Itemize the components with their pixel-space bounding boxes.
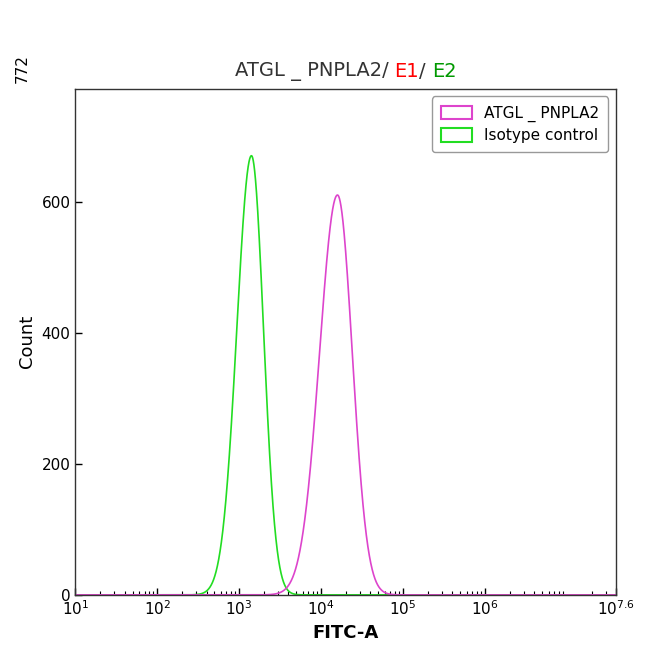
Legend: ATGL _ PNPLA2, Isotype control: ATGL _ PNPLA2, Isotype control — [432, 97, 608, 152]
Text: /: / — [419, 62, 432, 81]
Text: 772: 772 — [15, 55, 30, 83]
Y-axis label: Count: Count — [18, 315, 36, 369]
Text: E2: E2 — [432, 62, 457, 81]
X-axis label: FITC-A: FITC-A — [313, 624, 379, 642]
Text: E1: E1 — [395, 62, 419, 81]
Text: ATGL _ PNPLA2/: ATGL _ PNPLA2/ — [235, 62, 395, 81]
